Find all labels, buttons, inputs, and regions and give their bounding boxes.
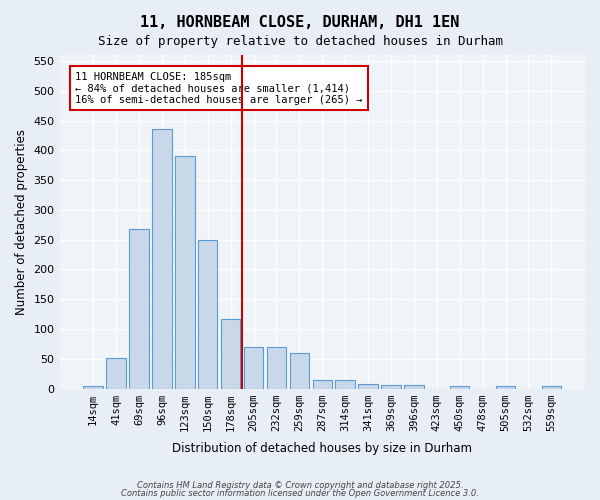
Bar <box>106 358 126 388</box>
X-axis label: Distribution of detached houses by size in Durham: Distribution of detached houses by size … <box>172 442 472 455</box>
Bar <box>198 240 217 388</box>
Bar <box>129 229 149 388</box>
Text: 11, HORNBEAM CLOSE, DURHAM, DH1 1EN: 11, HORNBEAM CLOSE, DURHAM, DH1 1EN <box>140 15 460 30</box>
Bar <box>335 380 355 388</box>
Bar <box>83 386 103 388</box>
Bar <box>313 380 332 388</box>
Bar <box>244 347 263 389</box>
Text: 11 HORNBEAM CLOSE: 185sqm
← 84% of detached houses are smaller (1,414)
16% of se: 11 HORNBEAM CLOSE: 185sqm ← 84% of detac… <box>76 72 363 105</box>
Y-axis label: Number of detached properties: Number of detached properties <box>15 129 28 315</box>
Bar <box>381 385 401 388</box>
Bar <box>450 386 469 388</box>
Bar <box>221 319 241 388</box>
Bar <box>290 353 309 388</box>
Text: Size of property relative to detached houses in Durham: Size of property relative to detached ho… <box>97 35 503 48</box>
Bar <box>267 347 286 389</box>
Bar <box>358 384 378 388</box>
Text: Contains HM Land Registry data © Crown copyright and database right 2025.: Contains HM Land Registry data © Crown c… <box>137 481 463 490</box>
Bar <box>175 156 194 388</box>
Bar <box>542 386 561 388</box>
Bar <box>152 130 172 388</box>
Bar <box>404 385 424 388</box>
Bar <box>496 386 515 388</box>
Text: Contains public sector information licensed under the Open Government Licence 3.: Contains public sector information licen… <box>121 488 479 498</box>
